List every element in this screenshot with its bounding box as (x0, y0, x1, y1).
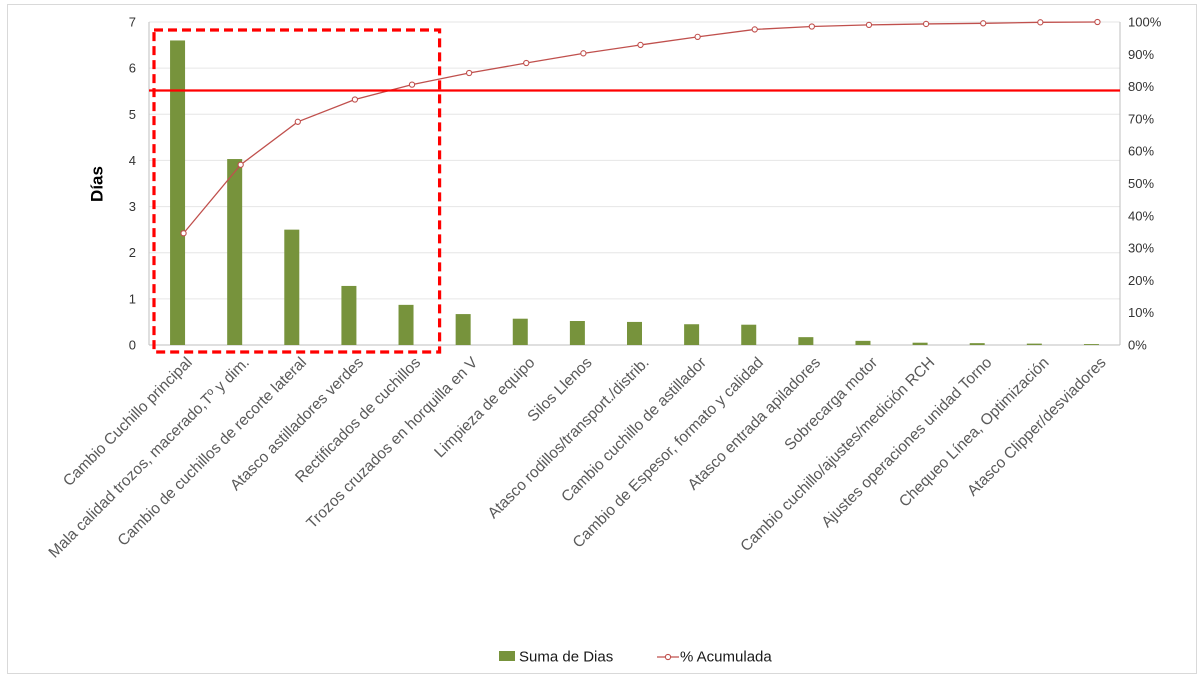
line-point (465, 69, 473, 77)
line-series (180, 18, 1101, 237)
bar (170, 40, 186, 345)
left-axis-ticks: 0 1 2 3 4 5 6 7 (129, 15, 136, 353)
line-point (180, 230, 187, 237)
bar (227, 159, 243, 345)
bar (284, 229, 300, 345)
line-point (694, 33, 701, 41)
right-tick-label: 90% (1128, 47, 1154, 62)
line-point (922, 20, 930, 28)
line-point (980, 20, 987, 27)
line-point (865, 21, 873, 29)
bar (455, 314, 471, 345)
legend-swatch-marker (664, 653, 672, 661)
highlight-box (152, 28, 442, 354)
right-axis-ticks: 0% 10% 20% 30% 40% 50% 60% 70% 80% 90% 100% (1128, 15, 1162, 353)
category-label: Limpieza de equipo (431, 354, 538, 461)
line-point (237, 161, 244, 168)
chart-frame (7, 4, 1197, 674)
right-tick-label: 40% (1128, 208, 1154, 223)
line-point (580, 50, 587, 57)
left-tick-label: 4 (129, 153, 136, 168)
line-point (523, 59, 530, 67)
annotations (149, 28, 1120, 354)
bar (855, 340, 871, 345)
legend-label-line: % Acumulada (680, 649, 772, 666)
left-tick-label: 2 (129, 245, 136, 260)
cumulative-line (183, 21, 1098, 234)
left-tick-label: 1 (129, 291, 136, 306)
bar (912, 342, 928, 345)
bar (398, 304, 414, 345)
line-point (1037, 19, 1044, 26)
bar (512, 318, 528, 345)
bar (798, 337, 814, 345)
right-tick-label: 70% (1128, 111, 1154, 126)
legend: Suma de Dias % Acumulada (499, 649, 772, 666)
legend-label-bars: Suma de Dias (519, 649, 613, 666)
bar (969, 343, 985, 345)
left-tick-label: 0 (129, 338, 136, 353)
category-label: Mala calidad trozos, macerado,Tº y dim. (46, 354, 253, 561)
right-tick-label: 10% (1128, 305, 1154, 320)
bar (1083, 344, 1099, 345)
legend-swatch-bars (499, 651, 515, 661)
right-tick-label: 30% (1128, 241, 1154, 256)
line-point (294, 118, 301, 125)
gridlines (148, 21, 1121, 346)
y-axis-title: Días (88, 166, 107, 202)
left-tick-label: 3 (129, 199, 136, 214)
bar (1026, 343, 1042, 345)
line-point (351, 96, 359, 103)
line-point (408, 81, 416, 88)
line-point (637, 41, 644, 49)
line-point (1094, 18, 1101, 26)
bar (741, 324, 757, 345)
bar-series (170, 40, 1099, 345)
bar (341, 285, 357, 345)
right-tick-label: 80% (1128, 79, 1154, 94)
left-tick-label: 5 (129, 107, 136, 122)
right-tick-label: 60% (1128, 144, 1154, 159)
right-tick-label: 50% (1128, 176, 1154, 191)
right-tick-label: 20% (1128, 273, 1154, 288)
left-tick-label: 6 (129, 61, 136, 76)
bar (684, 324, 700, 345)
right-tick-label: 0% (1128, 338, 1147, 353)
bar (569, 321, 585, 345)
line-point (751, 26, 758, 33)
right-tick-label: 100% (1128, 15, 1162, 30)
line-point (808, 23, 816, 30)
bar (627, 321, 642, 345)
left-tick-label: 7 (129, 15, 136, 30)
